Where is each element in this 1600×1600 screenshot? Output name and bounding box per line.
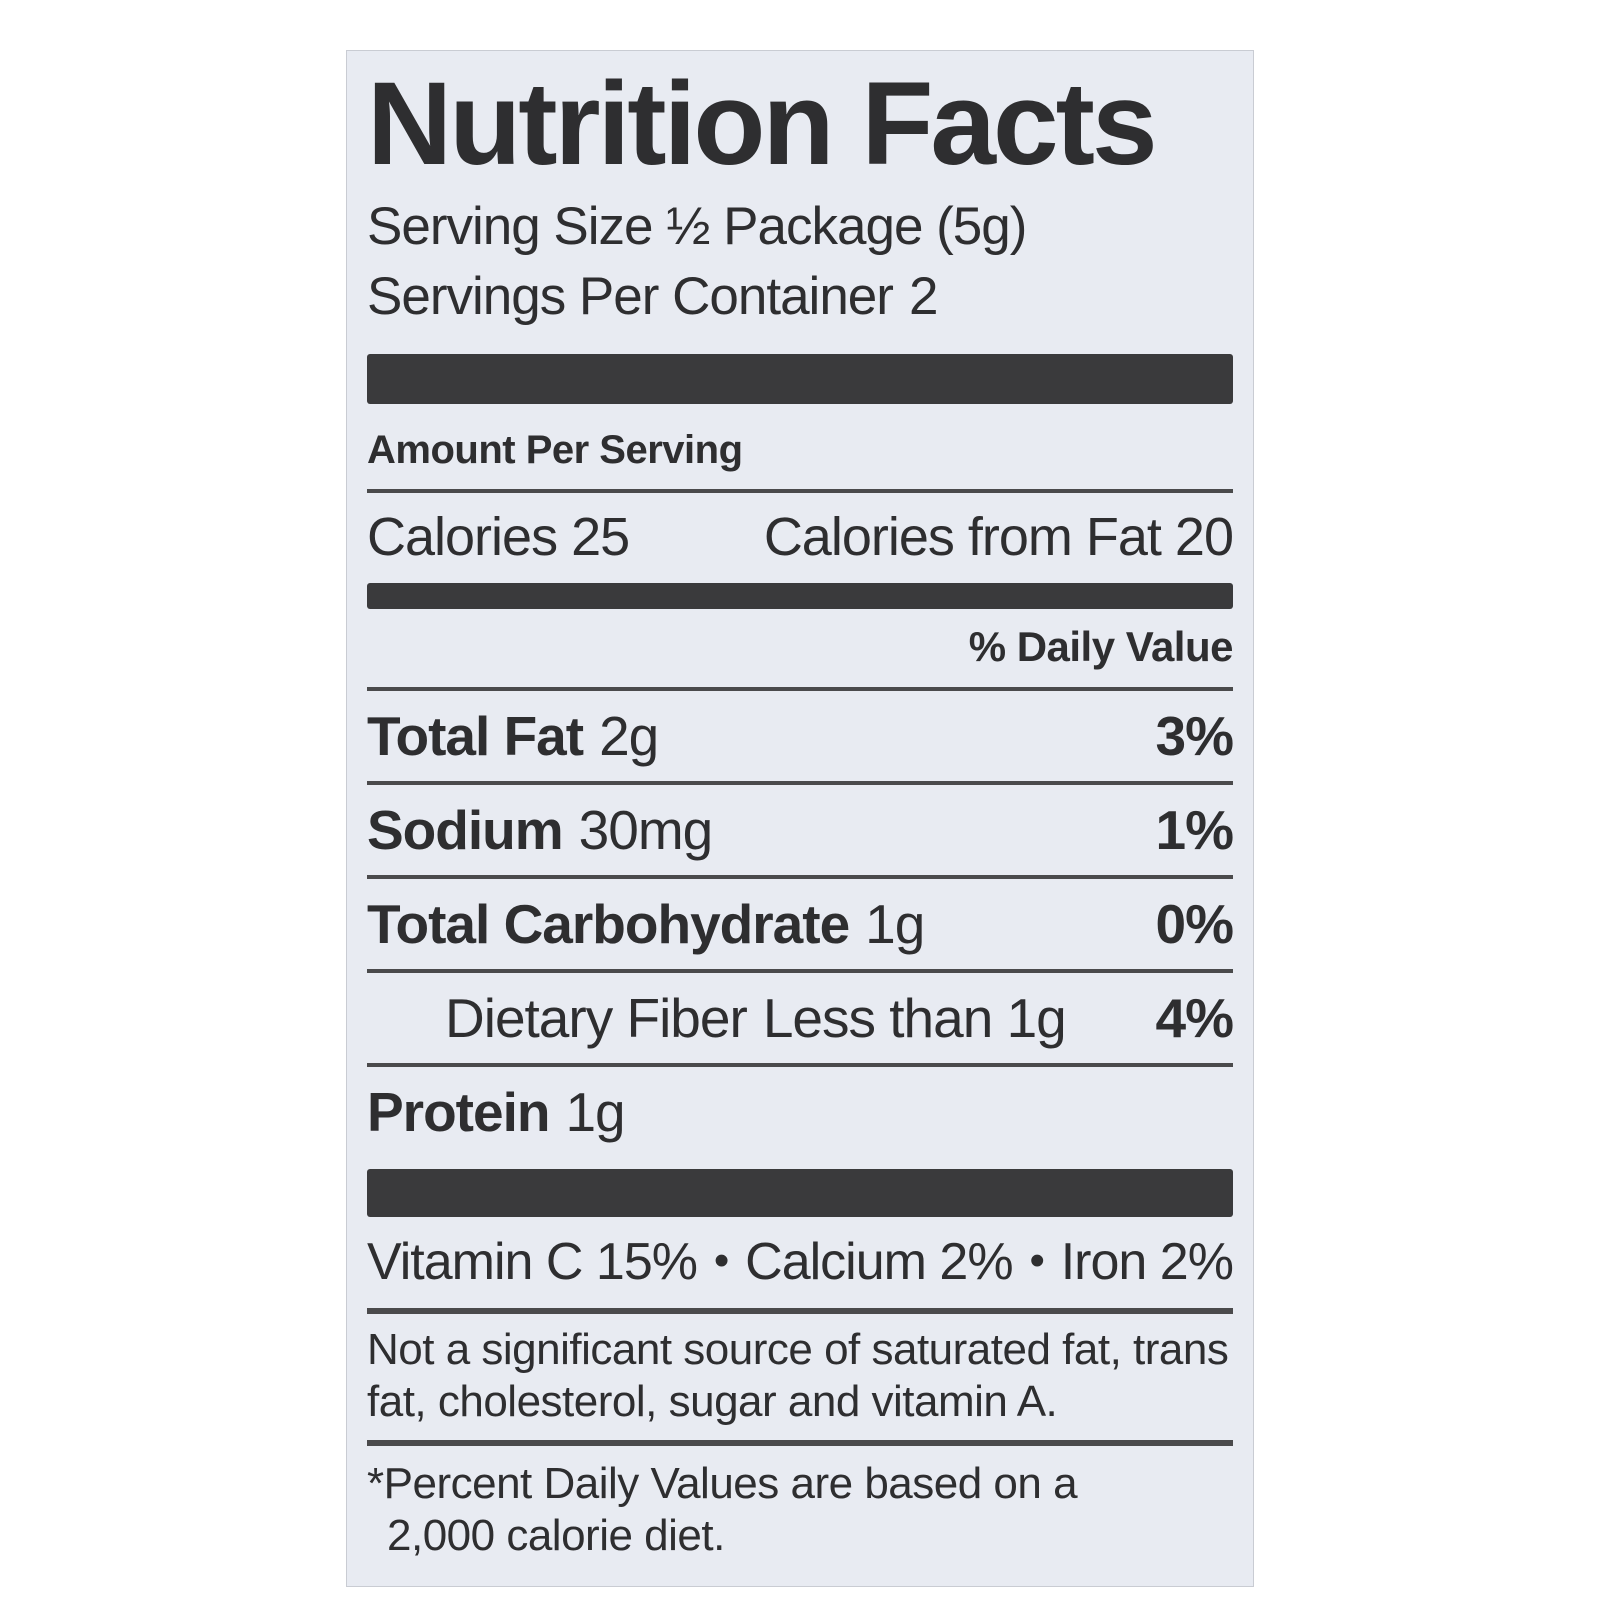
divider-line (367, 1062, 1233, 1067)
nutrient-label-group: Protein 1g (367, 1080, 626, 1144)
calcium-item: Calcium 2% (745, 1232, 1013, 1292)
nutrient-amount: 30mg (578, 798, 714, 861)
vitamin-value: 2% (1159, 1232, 1234, 1291)
vitamin-name: Iron (1060, 1232, 1148, 1291)
calories-label: Calories (367, 506, 558, 567)
divider-line-thick (367, 1307, 1233, 1314)
divider-line (367, 968, 1233, 973)
calories-value: 25 (571, 506, 630, 567)
nutrient-row-dietary-fiber: Dietary Fiber Less than 1g 4% (367, 973, 1234, 1063)
divider-line (367, 488, 1233, 493)
nutrient-name: Dietary Fiber (445, 986, 748, 1049)
nutrient-row-total-carbohydrate: Total Carbohydrate 1g 0% (367, 879, 1234, 969)
nutrient-amount: Less than 1g (762, 986, 1067, 1049)
nutrient-daily-value: 1% (1155, 798, 1234, 861)
nutrient-name: Total Carbohydrate (367, 892, 850, 955)
vitamins-row: Vitamin C 15% • Calcium 2% • Iron 2% (367, 1217, 1234, 1308)
nutrient-row-sodium: Sodium 30mg 1% (367, 785, 1234, 875)
nutrient-label-group: Total Fat 2g (367, 704, 659, 768)
vitamin-name: Vitamin C (367, 1232, 583, 1291)
serving-size-text: Serving Size ½ Package (5g) (367, 196, 1027, 256)
vitamin-c-item: Vitamin C 15% (367, 1232, 698, 1292)
serving-info: Serving Size ½ Package (5g) Servings Per… (367, 192, 1233, 332)
nutrient-row-total-fat: Total Fat 2g 3% (367, 691, 1234, 781)
nutrient-name: Total Fat (367, 704, 584, 767)
nutrient-amount: 1g (865, 892, 925, 955)
nutrition-facts-label: Nutrition Facts Serving Size ½ Package (… (346, 50, 1254, 1587)
divider-line (367, 874, 1233, 879)
calories-from-fat-value: 20 (1174, 506, 1234, 567)
calories-from-fat: Calories from Fat 20 (763, 506, 1234, 568)
vitamin-value: 15% (595, 1232, 698, 1291)
nutrient-amount: 1g (565, 1080, 625, 1143)
divider-line (367, 780, 1233, 785)
nutrient-label-group: Dietary Fiber Less than 1g (445, 986, 1067, 1050)
nutrient-daily-value: 4% (1155, 986, 1234, 1049)
vitamin-name: Calcium (745, 1232, 927, 1291)
not-significant-note: Not a significant source of saturated fa… (367, 1324, 1229, 1426)
nutrient-label-group: Sodium 30mg (367, 798, 714, 862)
iron-item: Iron 2% (1060, 1232, 1234, 1292)
calories-row: Calories 25 Calories from Fat 20 (367, 493, 1234, 583)
servings-per-container-value: 2 (908, 266, 939, 326)
bullet-separator: • (1029, 1235, 1044, 1285)
nutrient-amount: 2g (599, 704, 659, 767)
calories-from-fat-label: Calories from Fat (763, 506, 1162, 567)
servings-per-container: Servings Per Container 2 (367, 262, 1233, 332)
separator-bar-bottom (367, 1168, 1233, 1217)
divider-line-thick (367, 1439, 1233, 1446)
nutrient-label-group: Total Carbohydrate 1g (367, 892, 925, 956)
servings-per-container-label: Servings Per Container (367, 266, 894, 326)
nutrient-name: Protein (367, 1080, 550, 1143)
separator-bar-calories (367, 582, 1233, 609)
nutrient-daily-value: 0% (1155, 892, 1234, 955)
nutrient-name: Sodium (367, 798, 564, 861)
label-title: Nutrition Facts (367, 58, 1158, 190)
amount-per-serving-heading: Amount Per Serving (367, 427, 743, 472)
divider-line (367, 686, 1233, 691)
vitamin-value: 2% (939, 1232, 1013, 1291)
daily-value-heading: % Daily Value (968, 622, 1234, 670)
nutrient-daily-value: 3% (1155, 704, 1234, 767)
nutrient-row-protein: Protein 1g (367, 1067, 1233, 1157)
separator-bar-top (367, 353, 1233, 404)
daily-value-footnote: *Percent Daily Values are based on a 2,0… (367, 1458, 1078, 1560)
bullet-separator: • (713, 1235, 729, 1285)
calories: Calories 25 (367, 506, 630, 568)
